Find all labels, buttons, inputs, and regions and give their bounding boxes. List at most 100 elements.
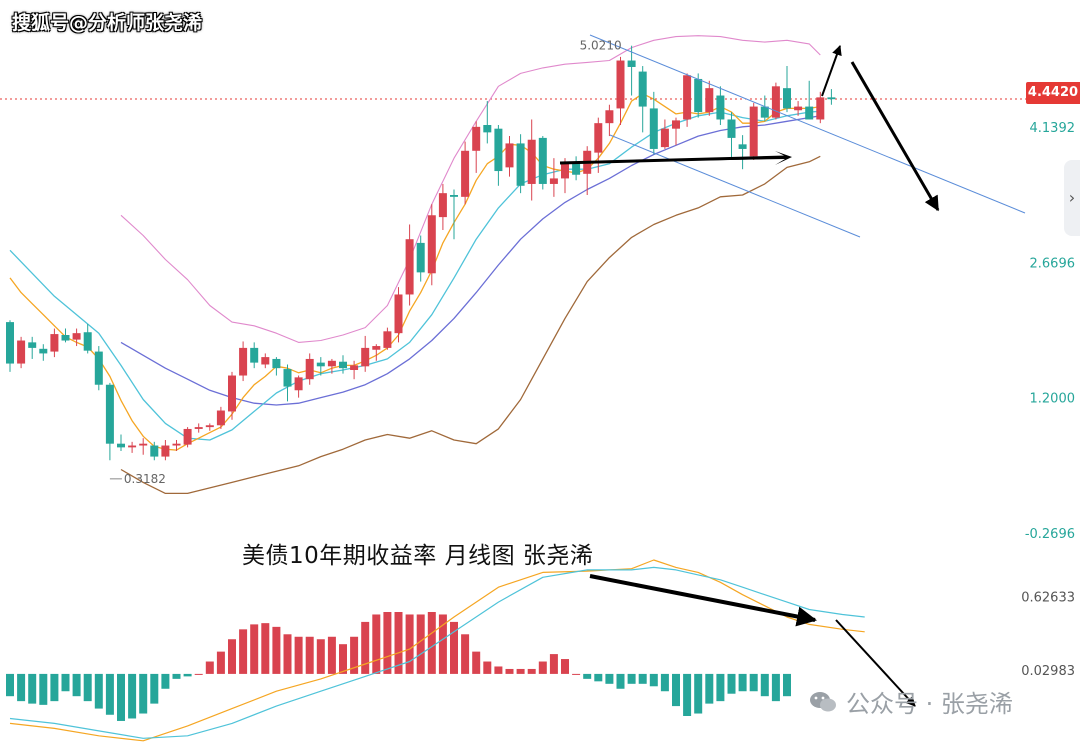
macd-bar bbox=[205, 661, 214, 674]
candle bbox=[572, 156, 581, 181]
candle-body bbox=[383, 331, 392, 348]
candle bbox=[450, 189, 458, 240]
macd-bar bbox=[472, 651, 481, 674]
arrow-macd-down bbox=[835, 619, 916, 707]
macd-bar bbox=[117, 673, 125, 721]
candle-body bbox=[705, 88, 714, 113]
candle-body bbox=[505, 143, 514, 168]
macd-bar bbox=[405, 614, 414, 674]
candle bbox=[605, 104, 614, 137]
watermark: 公众号 · 张尧浠 bbox=[808, 684, 1013, 719]
candle bbox=[361, 335, 370, 372]
macd-bar bbox=[272, 626, 281, 674]
candle-body bbox=[261, 357, 270, 365]
macd-bar bbox=[183, 673, 192, 677]
macd-bar bbox=[261, 623, 270, 674]
candle-body bbox=[61, 335, 70, 341]
macd-bar bbox=[372, 614, 381, 674]
candle-body bbox=[394, 294, 403, 334]
macd-bar bbox=[749, 673, 758, 692]
candle-body bbox=[549, 178, 558, 184]
candle bbox=[494, 125, 503, 186]
candle-body bbox=[561, 161, 569, 179]
candle bbox=[727, 112, 736, 159]
macd-bar bbox=[738, 673, 747, 692]
candle bbox=[28, 336, 37, 359]
candle bbox=[161, 440, 170, 461]
candle bbox=[716, 86, 725, 125]
candle-body bbox=[350, 365, 359, 370]
candle-body bbox=[161, 445, 170, 457]
candle-body bbox=[805, 106, 814, 120]
candle-body bbox=[28, 342, 37, 348]
candle bbox=[738, 135, 747, 170]
candle bbox=[17, 336, 26, 369]
candle bbox=[416, 235, 425, 282]
candle bbox=[649, 91, 658, 155]
candle-body bbox=[660, 128, 669, 148]
boll-upper-line bbox=[120, 35, 821, 343]
candle bbox=[117, 434, 125, 452]
candle bbox=[549, 158, 558, 197]
candle bbox=[172, 440, 181, 452]
macd-bar bbox=[28, 673, 37, 704]
candle bbox=[39, 344, 48, 361]
candle-body bbox=[216, 410, 225, 426]
macd-bar bbox=[483, 661, 492, 674]
macd-axis-label: 0.02983 bbox=[1021, 664, 1075, 679]
macd-bar bbox=[572, 673, 581, 675]
macd-bar bbox=[505, 668, 514, 674]
price-axis-label: -0.2696 bbox=[1025, 527, 1075, 542]
macd-bar bbox=[416, 614, 425, 674]
candle bbox=[327, 358, 336, 374]
candle bbox=[339, 355, 347, 374]
candle bbox=[194, 423, 203, 433]
candle-body bbox=[438, 193, 447, 218]
price-axis-label: 2.6696 bbox=[1030, 256, 1076, 271]
candle bbox=[538, 136, 547, 190]
macd-bar bbox=[561, 659, 569, 674]
candle-body bbox=[727, 119, 736, 138]
source-label: 搜狐号@分析师张尧浠 bbox=[12, 12, 203, 34]
dif-line bbox=[9, 559, 865, 742]
candle-body bbox=[494, 128, 503, 172]
candle bbox=[383, 327, 392, 350]
candle bbox=[183, 427, 192, 448]
candle bbox=[272, 357, 281, 376]
candle-body bbox=[361, 347, 370, 367]
candle bbox=[305, 353, 314, 385]
candle-body bbox=[327, 360, 336, 367]
macd-bar bbox=[216, 651, 225, 674]
candle-body bbox=[472, 126, 481, 151]
macd-bar bbox=[172, 673, 181, 679]
macd-bar bbox=[327, 636, 336, 674]
macd-bar bbox=[549, 654, 558, 674]
candle-body bbox=[94, 351, 103, 385]
candle-body bbox=[250, 347, 259, 363]
candle-body bbox=[72, 333, 81, 340]
macd-bar bbox=[350, 636, 359, 674]
macd-bar bbox=[228, 639, 236, 674]
macd-bar bbox=[605, 673, 614, 684]
panel-toggle-button[interactable]: › bbox=[1064, 160, 1080, 236]
candle-body bbox=[594, 123, 603, 153]
candle bbox=[394, 287, 403, 343]
macd-bar bbox=[239, 629, 248, 674]
trend-channel-upper bbox=[589, 34, 1026, 214]
arrow-up bbox=[821, 45, 842, 97]
candle-body bbox=[760, 106, 769, 118]
candle bbox=[50, 328, 59, 358]
candle bbox=[261, 353, 270, 369]
macd-bar bbox=[516, 668, 525, 674]
candle bbox=[316, 357, 325, 376]
candle bbox=[294, 375, 303, 398]
macd-bar bbox=[94, 673, 103, 709]
arrow-horizontal-shaft bbox=[559, 155, 786, 165]
macd-bar bbox=[649, 673, 658, 687]
candle bbox=[472, 121, 481, 173]
macd-axis-label: 0.62633 bbox=[1021, 590, 1075, 605]
price-axis-label: 1.2000 bbox=[1030, 392, 1076, 407]
candle-body bbox=[749, 106, 758, 157]
candle-body bbox=[305, 358, 314, 380]
